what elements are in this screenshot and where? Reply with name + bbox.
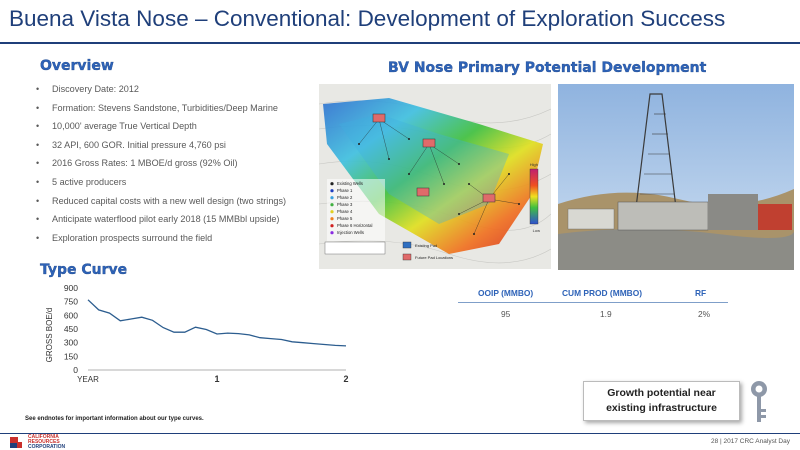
- page-footer: 28 | 2017 CRC Analyst Day: [710, 438, 790, 445]
- map-legend-marker: [330, 224, 334, 228]
- table-header-rf: RF: [695, 288, 707, 298]
- map-legend: Existing Wells Phase 1 Phase 2 Phase 3 Phase…: [330, 181, 372, 235]
- page-title: Buena Vista Nose – Conventional: Develop…: [9, 6, 726, 31]
- list-item: • Discovery Date: 2012: [36, 84, 139, 94]
- key-icon: [751, 381, 767, 422]
- map-legend-label: Phase 6 Horizontal: [337, 223, 372, 228]
- callout-line-1: Growth potential near: [607, 387, 716, 399]
- map-legend-label: Phase 2: [337, 195, 353, 200]
- list-item: • 32 API, 600 GOR. Initial pressure 4,760…: [36, 139, 226, 150]
- endnote-text: See endnotes for important information a…: [25, 416, 204, 422]
- list-item: • 2016 Gross Rates: 1 MBOE/d gross (92% O…: [36, 158, 238, 169]
- bullet-icon: •: [36, 121, 40, 132]
- bullet-icon: •: [36, 232, 40, 243]
- map-legend-marker: [330, 231, 334, 235]
- list-item: • Exploration prospects surround the fiel…: [36, 232, 213, 243]
- overview-heading: Overview: [40, 58, 114, 74]
- list-item: • 10,000' average True Vertical Depth: [36, 121, 197, 132]
- growth-callout: Growth potential near existing infrastru…: [583, 381, 740, 421]
- table-header-ooip: OOIP (MMBO): [478, 288, 534, 298]
- y-tick-label: 450: [64, 324, 78, 334]
- x-tick-label: YEAR: [77, 375, 99, 384]
- map-legend-label: Phase 5: [337, 216, 353, 221]
- y-tick-label: 300: [64, 338, 78, 348]
- y-tick-label: 900: [64, 283, 78, 293]
- map-legend-label: Phase 3: [337, 202, 353, 207]
- map-legend-label: Phase 1: [337, 188, 353, 193]
- y-tick-label: 750: [64, 297, 78, 307]
- x-tick-label: 2: [343, 374, 348, 384]
- y-tick-label: 600: [64, 310, 78, 320]
- drilling-rig-photo: [558, 84, 794, 270]
- logo-line-1: CALIFORNIA: [28, 434, 59, 440]
- map-legend-marker: [330, 210, 334, 214]
- footer-divider: [0, 433, 800, 434]
- table-cell-cum-prod: 1.9: [600, 309, 612, 319]
- map-legend-label: Existing Wells: [337, 181, 363, 186]
- company-logo-text: CALIFORNIA RESOURCES CORPORATION: [28, 435, 65, 450]
- bullet-icon: •: [36, 84, 40, 94]
- table-divider: [458, 302, 728, 303]
- x-tick-label: 1: [214, 374, 219, 384]
- map-legend-marker: [330, 182, 334, 186]
- map-legend-marker: [330, 217, 334, 221]
- list-item: • 5 active producers: [36, 176, 127, 187]
- overview-bullet-list: • Discovery Date: 2012 • Formation: Steven…: [36, 84, 287, 251]
- map-legend-label: Phase 4: [337, 209, 353, 214]
- map-legend-marker: [330, 203, 334, 207]
- table-cell-ooip: 95: [501, 309, 511, 319]
- y-tick-label: 150: [64, 351, 78, 361]
- list-item: • Formation: Stevens Sandstone, Turbiditi…: [36, 102, 278, 113]
- list-item: • Reduced capital costs with a new well d…: [36, 195, 287, 206]
- map-scale-high: High: [530, 162, 538, 167]
- bullet-icon: •: [36, 214, 40, 225]
- development-heading: BV Nose Primary Potential Development: [388, 60, 707, 76]
- map-legend-marker: [330, 189, 334, 193]
- list-item: • Anticipate waterflood pilot early 2018 …: [36, 214, 280, 225]
- y-axis-label: GROSS BOE/d: [45, 308, 54, 363]
- table-header-cum-prod: CUM PROD (MMBO): [562, 288, 643, 298]
- table-cell-rf: 2%: [698, 309, 711, 319]
- bullet-icon: •: [36, 176, 40, 187]
- logo-line-2: RESOURCES: [28, 439, 60, 445]
- bullet-icon: •: [36, 102, 40, 113]
- callout-line-2: existing infrastructure: [606, 402, 717, 414]
- map-future-pad-label: Future Pad Locations: [415, 255, 453, 260]
- title-divider: [0, 42, 800, 44]
- type-curve-chart: GROSS BOE/d 0 150 300 450 600 750 900 YEAR 1 2: [45, 283, 349, 384]
- bullet-icon: •: [36, 195, 40, 206]
- series-line: [87, 299, 347, 347]
- map-legend-label: Injection Wells: [337, 230, 364, 235]
- field-map-image: High Low Existing Wells Phase 1 Phase 2 Pha…: [319, 84, 551, 269]
- type-curve-heading: Type Curve: [40, 262, 128, 278]
- map-scale-low: Low: [533, 228, 540, 233]
- bullet-icon: •: [36, 158, 40, 169]
- map-existing-pad-label: Existing Pad: [415, 243, 437, 248]
- logo-line-3: CORPORATION: [28, 444, 66, 450]
- company-logo-icon: [10, 437, 22, 448]
- y-tick-label: 0: [73, 365, 78, 375]
- map-legend-marker: [330, 196, 334, 200]
- bullet-icon: •: [36, 139, 40, 150]
